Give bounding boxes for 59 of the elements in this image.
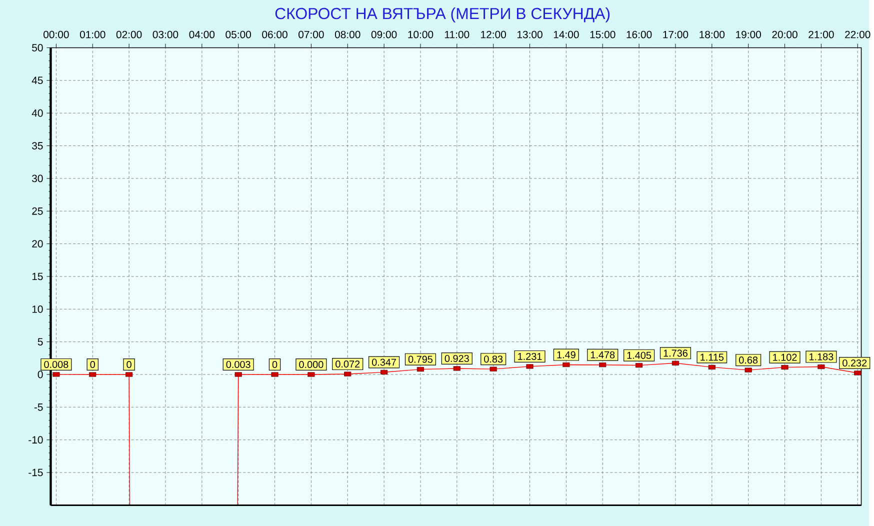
y-tick-label: 45	[32, 76, 43, 84]
y-tick-label: -5	[34, 403, 43, 411]
data-label: 1.183	[810, 353, 834, 360]
y-tick-label: 20	[32, 240, 43, 248]
data-label: 0.008	[44, 360, 68, 368]
x-tick-label: 01:00	[80, 30, 106, 38]
data-label: 0.83	[484, 356, 503, 363]
y-tick-label: -10	[28, 436, 43, 444]
x-tick-label: 08:00	[334, 30, 360, 38]
x-tick-label: 04:00	[189, 30, 215, 38]
x-tick-label: 03:00	[152, 30, 178, 38]
data-label: 0.347	[372, 358, 396, 366]
y-tick-label: 5	[38, 338, 43, 346]
x-tick-label: 15:00	[590, 30, 616, 38]
data-label: 0.795	[408, 356, 433, 363]
data-label: 1.736	[664, 350, 688, 357]
x-tick-label: 11:00	[445, 30, 470, 38]
data-label: 0.232	[842, 359, 867, 366]
y-tick-label: 15	[32, 272, 43, 280]
data-label: 0.68	[739, 356, 758, 364]
x-tick-label: 09:00	[371, 30, 397, 38]
data-label: 1.49	[557, 351, 576, 358]
data-label: 0	[126, 360, 132, 368]
y-tick-label: 35	[32, 142, 43, 150]
x-tick-label: 10:00	[408, 30, 434, 38]
data-label: 0	[272, 360, 278, 368]
data-label: 0.072	[336, 360, 360, 368]
x-tick-label: 02:00	[116, 30, 142, 38]
x-tick-label: 12:00	[481, 30, 506, 38]
data-label: 1.115	[700, 354, 724, 361]
data-label: 0.003	[226, 360, 250, 368]
y-tick-label: 25	[32, 207, 43, 215]
data-label: 1.102	[773, 354, 797, 361]
data-label: 1.231	[518, 352, 542, 360]
x-tick-label: 05:00	[226, 30, 251, 38]
data-label: 0.923	[444, 354, 469, 362]
data-label: 1.478	[590, 351, 615, 358]
y-tick-label: 10	[32, 305, 43, 313]
x-tick-label: 20:00	[772, 30, 798, 38]
x-tick-label: 16:00	[626, 30, 652, 38]
x-tick-label: 14:00	[554, 30, 579, 38]
data-label: 1.405	[627, 352, 652, 359]
y-tick-label: 40	[32, 109, 43, 117]
x-tick-label: 22:00	[845, 30, 870, 38]
x-tick-label: 18:00	[700, 30, 725, 38]
x-tick-label: 06:00	[262, 30, 288, 38]
y-tick-label: 30	[32, 174, 43, 182]
x-tick-label: 07:00	[298, 30, 324, 38]
y-tick-label: 0	[38, 370, 43, 378]
y-tick-label: 50	[32, 44, 43, 52]
x-tick-label: 19:00	[736, 30, 761, 38]
x-tick-label: 13:00	[517, 30, 542, 38]
data-label: 0.000	[299, 360, 324, 368]
x-tick-label: 00:00	[44, 30, 69, 38]
chart-title: СКОРОСТ НА ВЯТЪРА (МЕТРИ В СЕКУНДА)	[275, 7, 610, 22]
data-label: 0	[90, 360, 96, 368]
x-tick-label: 21:00	[808, 30, 834, 38]
x-tick-label: 17:00	[663, 30, 688, 38]
y-tick-label: -15	[28, 468, 43, 476]
